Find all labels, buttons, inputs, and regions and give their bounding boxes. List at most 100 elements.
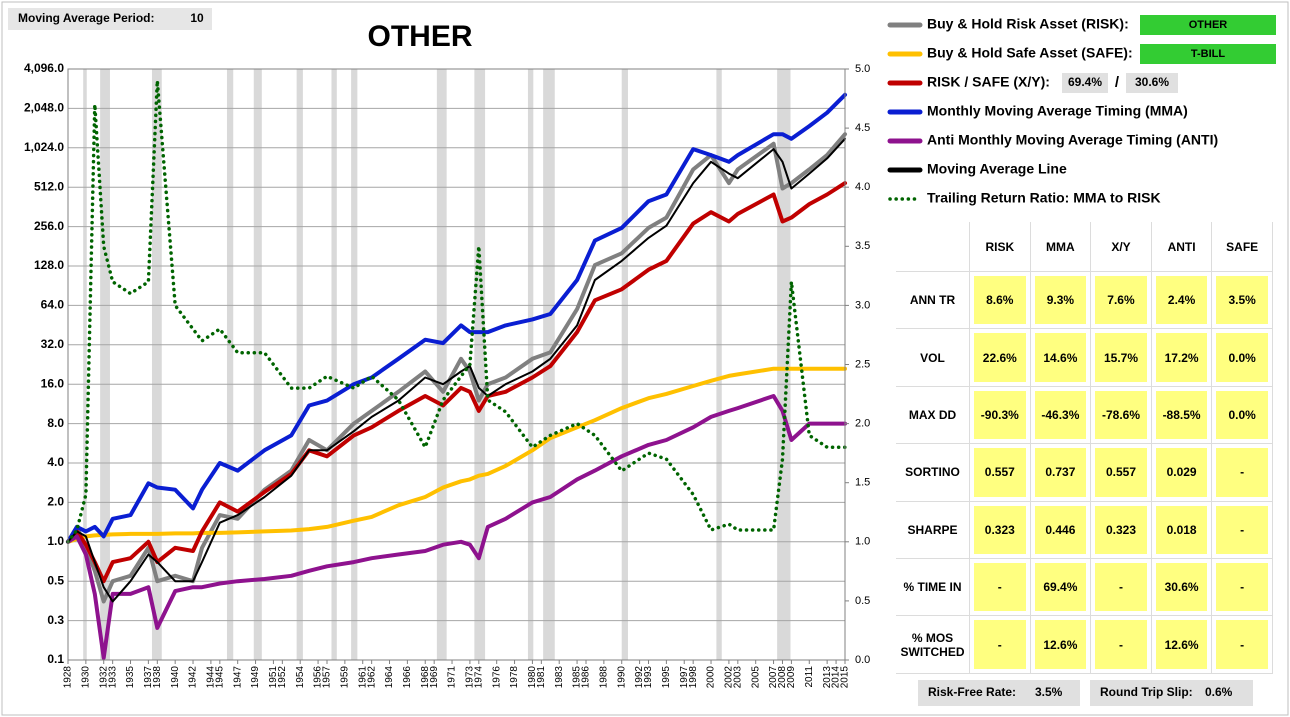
x-tick-label: 1928: [63, 666, 74, 689]
series-line: [66, 92, 847, 544]
shaded-period: [351, 69, 358, 660]
x-tick-label: 1985: [572, 666, 583, 689]
stat-cell: 3.5%: [1212, 272, 1273, 330]
x-tick-label: 1945: [214, 666, 225, 689]
x-tick-label: 1947: [232, 666, 243, 689]
safe-weight: 30.6%: [1135, 75, 1169, 89]
stat-value: -: [974, 620, 1026, 669]
x-tick-label: 1937: [143, 666, 154, 689]
x-tick-label: 1951: [268, 666, 279, 689]
corner: [896, 222, 970, 272]
weight-box: [1126, 73, 1178, 93]
row-label: MAX DD: [896, 386, 970, 445]
stat-value: -78.6%: [1095, 390, 1147, 440]
x-tick-label: 1983: [554, 666, 565, 689]
column-header: MMA: [1030, 222, 1092, 272]
legend-label: Buy & Hold Risk Asset (RISK):: [927, 16, 1129, 32]
asset-box: [1140, 15, 1276, 35]
stat-value: -: [1216, 505, 1268, 554]
stat-value: 2.4%: [1155, 276, 1208, 325]
x-tick-label: 1966: [402, 666, 413, 689]
shaded-period: [543, 69, 555, 660]
y-tick-label: 4.0: [47, 455, 64, 469]
stat-cell: 14.6%: [1030, 329, 1092, 387]
legend-label: Trailing Return Ratio: MMA to RISK: [927, 190, 1161, 206]
stat-value: 0.557: [974, 448, 1026, 497]
x-tick-label: 2000: [706, 666, 717, 689]
legend-label: RISK / SAFE (X/Y):: [927, 74, 1050, 90]
x-tick-label: 1932: [98, 666, 109, 689]
stat-cell: -: [1091, 558, 1152, 617]
stat-value: 0.018: [1155, 505, 1208, 554]
x-tick-label: 1988: [599, 666, 610, 689]
shaded-period: [83, 69, 87, 660]
stat-cell: 15.7%: [1091, 329, 1152, 387]
x-tick-label: 1930: [81, 666, 92, 689]
y-tick-label: 128.0: [34, 258, 64, 272]
y2-tick-label: 2.0: [855, 418, 870, 430]
x-tick-label: 1964: [384, 666, 395, 689]
stat-value: 0.323: [1095, 505, 1147, 554]
x-tick-label: 1959: [340, 666, 351, 689]
row-label: % MOS SWITCHED: [896, 616, 970, 674]
x-tick-label: 1986: [581, 666, 592, 689]
stat-cell: 8.6%: [970, 272, 1031, 330]
stat-cell: 0.0%: [1212, 386, 1273, 445]
shaded-period: [527, 69, 534, 660]
stat-value: 12.6%: [1034, 620, 1087, 669]
x-tick-label: 1978: [509, 666, 520, 689]
x-tick-label: 1998: [688, 666, 699, 689]
stat-cell: 0.0%: [1212, 329, 1273, 387]
stat-cell: 2.4%: [1151, 272, 1213, 330]
stat-value: 8.6%: [974, 276, 1026, 325]
legend-label: Monthly Moving Average Timing (MMA): [927, 103, 1188, 119]
y-tick-label: 2.0: [47, 495, 64, 509]
stat-value: -: [1216, 620, 1268, 669]
stat-cell: 0.737: [1030, 444, 1092, 502]
series-line: [66, 394, 847, 660]
y2-tick-label: 3.0: [855, 299, 870, 311]
stat-cell: 0.029: [1151, 444, 1213, 502]
y-tick-label: 1,024.0: [24, 140, 64, 154]
column-header: ANTI: [1151, 222, 1213, 272]
shaded-period: [226, 69, 234, 660]
stat-value: -90.3%: [974, 390, 1026, 440]
stat-value: 15.7%: [1095, 333, 1147, 382]
stat-value: 12.6%: [1155, 620, 1208, 669]
stat-cell: 0.557: [970, 444, 1031, 502]
x-tick-label: 2003: [732, 666, 743, 689]
x-tick-label: 2007: [768, 666, 779, 689]
shaded-period: [151, 69, 162, 660]
y2-tick-label: 0.0: [855, 654, 870, 666]
stat-cell: -: [1212, 444, 1273, 502]
x-tick-label: 1940: [170, 666, 181, 689]
y-tick-label: 0.5: [47, 573, 64, 587]
row-label: ANN TR: [896, 272, 970, 330]
stat-cell: 12.6%: [1151, 616, 1213, 674]
stat-value: 3.5%: [1216, 276, 1268, 325]
stat-cell: 22.6%: [970, 329, 1031, 387]
stat-value: 14.6%: [1034, 333, 1087, 382]
column-header: X/Y: [1091, 222, 1152, 272]
stat-cell: 9.3%: [1030, 272, 1092, 330]
x-tick-label: 1981: [536, 666, 547, 689]
footer-box: [1090, 680, 1253, 706]
shaded-period: [716, 69, 722, 660]
shaded-period: [331, 69, 337, 660]
stats-table: RISK MMA X/Y ANTI SAFE ANN TR 8.6% 9.3% 7.6% 2.4%…: [896, 222, 1273, 674]
y2-tick-label: 1.0: [855, 536, 870, 548]
stat-cell: 12.6%: [1030, 616, 1092, 674]
x-tick-label: 1954: [295, 666, 306, 689]
shaded-period: [296, 69, 303, 660]
x-tick-label: 1974: [473, 666, 484, 689]
x-tick-label: 1997: [679, 666, 690, 689]
stat-value: 9.3%: [1034, 276, 1087, 325]
stat-cell: 30.6%: [1151, 558, 1213, 617]
stat-value: 30.6%: [1155, 562, 1208, 612]
series-line: [66, 132, 847, 604]
stat-cell: -78.6%: [1091, 386, 1152, 445]
stat-value: 0.323: [974, 505, 1026, 554]
stat-value: 0.446: [1034, 505, 1087, 554]
